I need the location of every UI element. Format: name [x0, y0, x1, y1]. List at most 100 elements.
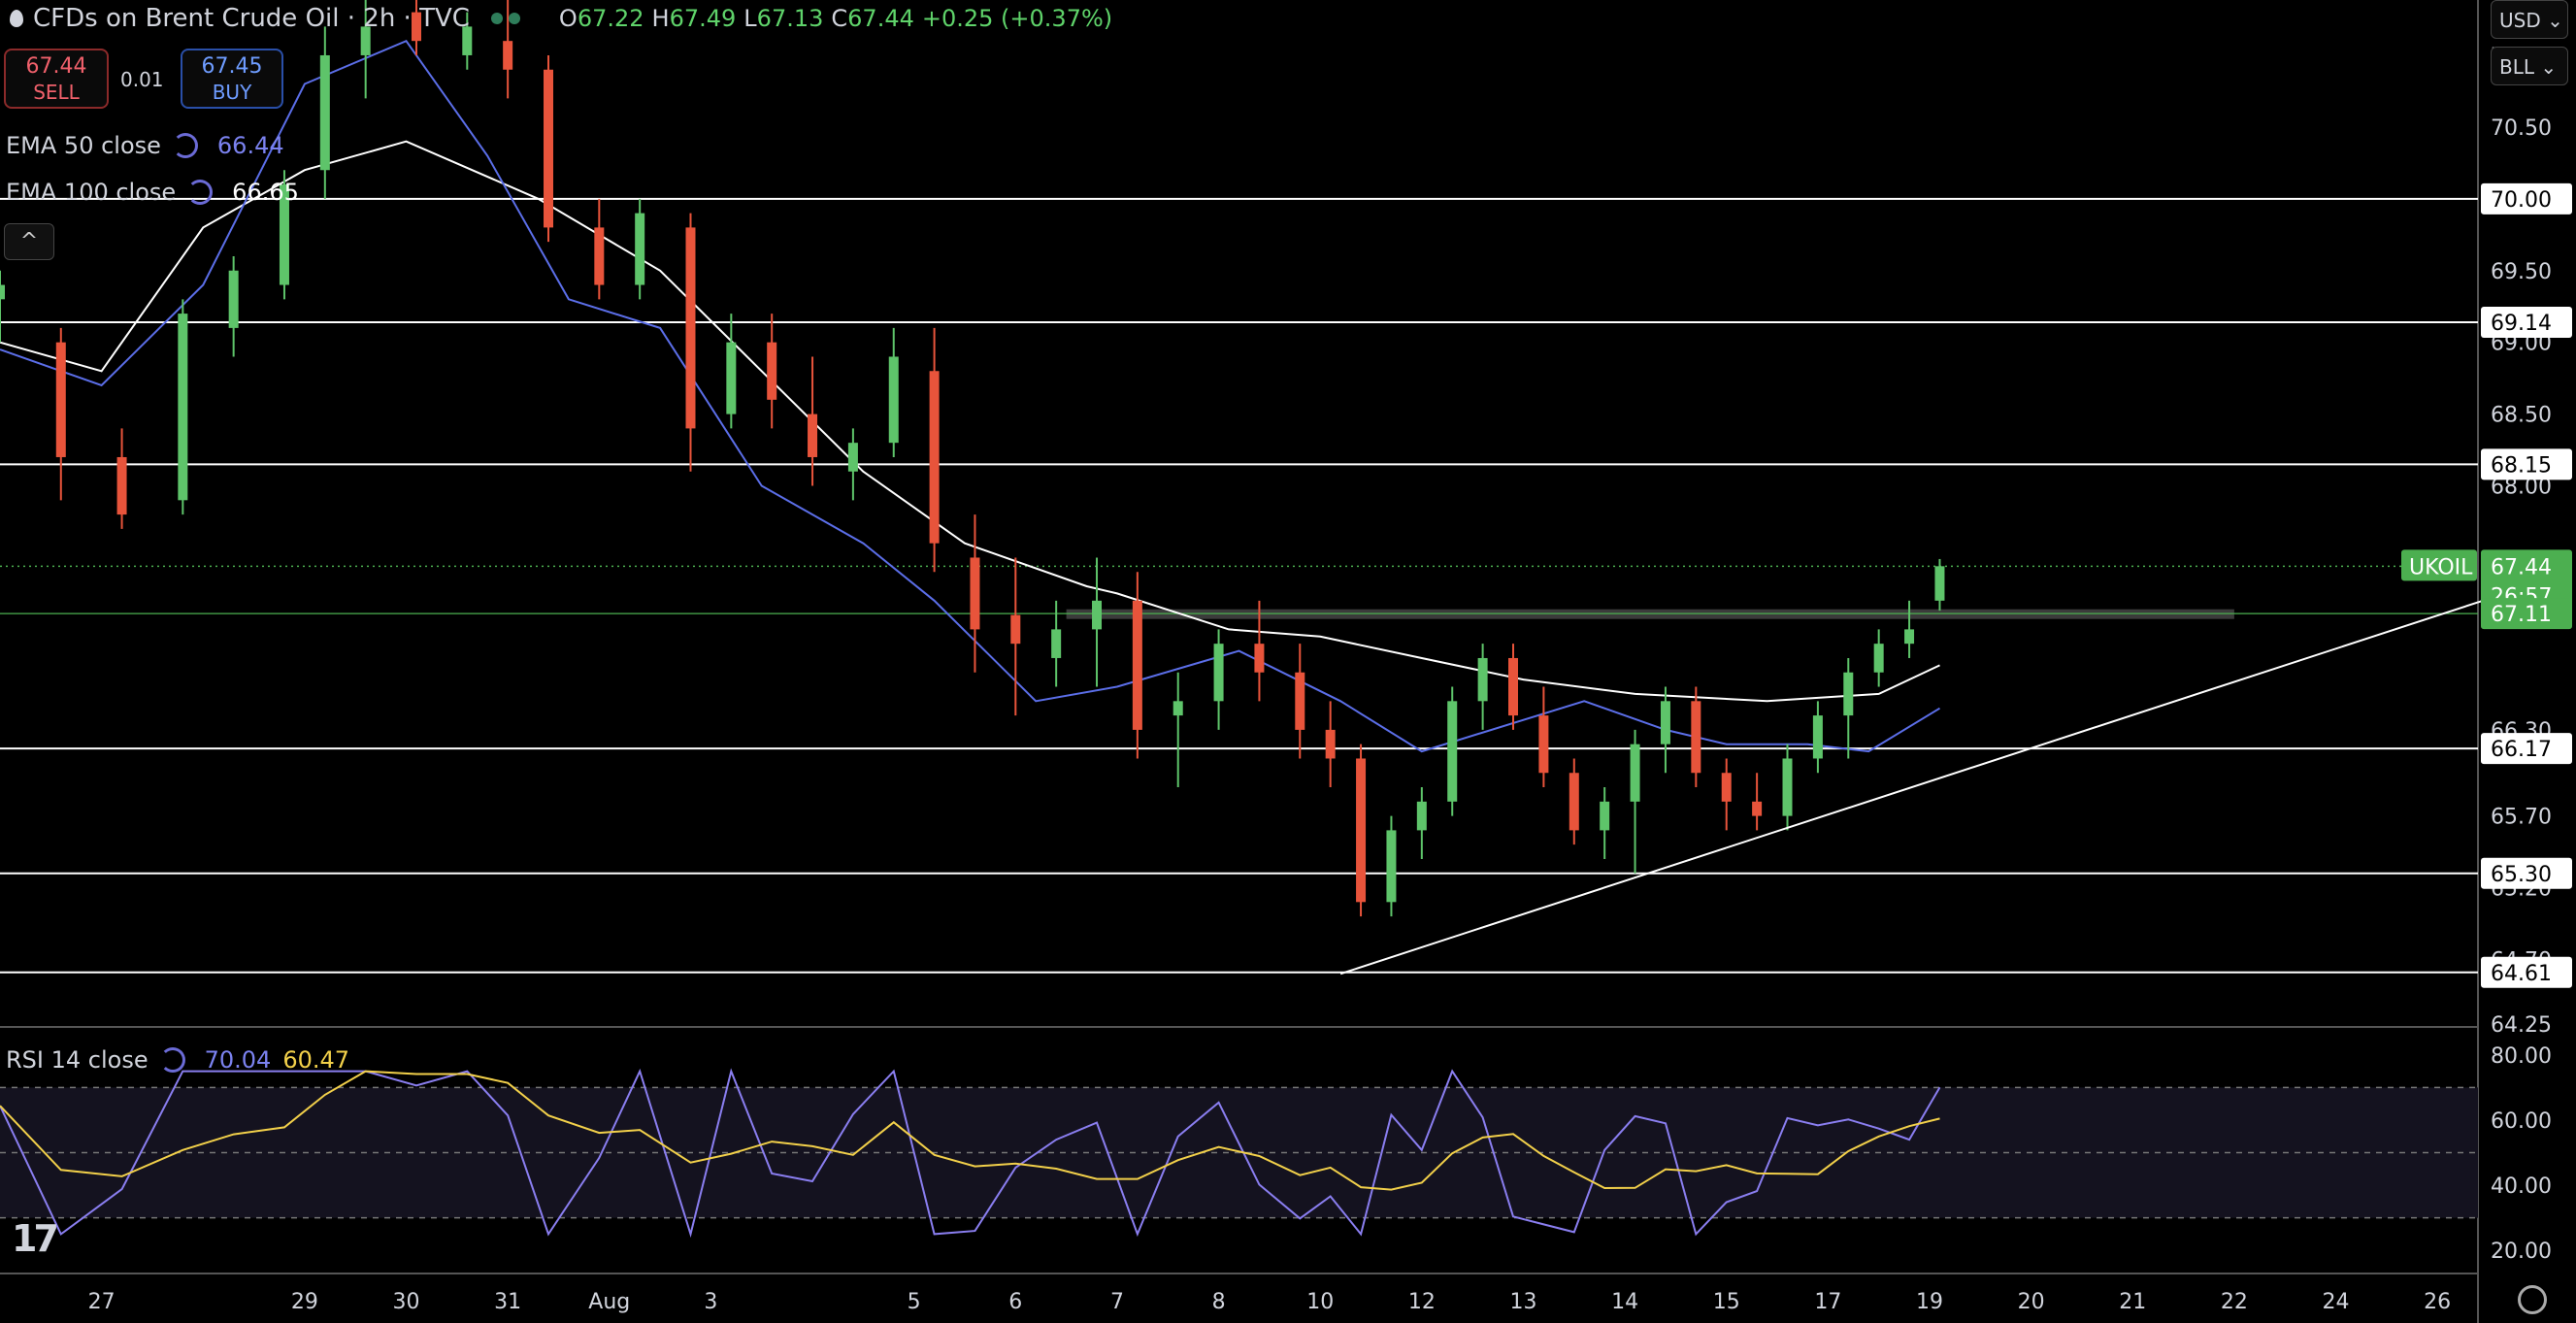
candle-body	[635, 213, 645, 285]
ema-lines	[0, 39, 1941, 753]
candle-body	[1752, 801, 1763, 816]
candle-body	[1051, 629, 1062, 658]
candle-body	[1477, 657, 1488, 702]
candle-body	[929, 371, 940, 544]
refresh-icon[interactable]	[187, 180, 214, 205]
candle-body	[808, 413, 818, 457]
rsi-label: RSI 14 close	[6, 1046, 149, 1074]
candle-body	[1325, 729, 1336, 759]
trendline-layer	[1339, 599, 2486, 976]
candle-body	[55, 342, 66, 457]
rsi-legend[interactable]: RSI 14 close 70.04 60.47	[6, 1046, 349, 1074]
refresh-icon[interactable]	[172, 133, 198, 158]
change-value: +0.25 (+0.37%)	[921, 5, 1113, 32]
level-label: 64.61	[2491, 962, 2552, 986]
candle-body	[1873, 644, 1884, 673]
candle-body	[1172, 701, 1183, 716]
collapse-legend-button[interactable]: ^	[4, 223, 54, 260]
rsi-ma-line	[0, 1070, 1940, 1191]
date-tick-label: Aug	[588, 1290, 630, 1314]
candle-body	[1538, 715, 1549, 774]
ema100-legend[interactable]: EMA 100 close 66.65	[6, 179, 299, 206]
candle-body	[544, 69, 554, 228]
rsi-tick-label: 80.00	[2491, 1044, 2552, 1069]
candle-body	[685, 227, 696, 429]
candle-body	[411, 12, 421, 42]
ema50-line	[0, 39, 1941, 753]
marked-price-box	[2481, 598, 2572, 630]
date-axis: 27 29 30 31 Aug 3 5 6 7 8 10 12 13 14 15 17 19 20 21 22 24 26	[88, 1290, 2452, 1314]
ema50-label: EMA 50 close	[6, 132, 161, 159]
date-tick-label: 7	[1110, 1290, 1124, 1314]
last-price-box	[2481, 549, 2572, 612]
candle-body	[503, 41, 513, 70]
candle-body	[1447, 701, 1458, 802]
candle-body	[1356, 758, 1367, 903]
sell-button[interactable]: 67.44 SELL	[4, 49, 109, 109]
tradingview-logo: 17	[12, 1217, 59, 1260]
candle-body	[767, 342, 777, 400]
date-tick-label: 27	[88, 1290, 116, 1314]
trendline	[1339, 599, 2486, 976]
level-label-box	[2481, 857, 2572, 889]
level-label: 69.14	[2491, 312, 2552, 336]
rsi-tick-label: 20.00	[2491, 1240, 2552, 1264]
date-tick-label: 19	[1916, 1290, 1943, 1314]
date-tick-label: 3	[704, 1290, 717, 1314]
rsi-tick-label: 60.00	[2491, 1109, 2552, 1134]
sell-label: SELL	[33, 81, 80, 104]
market-status-dots	[490, 13, 520, 24]
refresh-icon[interactable]	[159, 1047, 185, 1073]
ohlc-readout: O67.22 H67.49 L67.13 C67.44 +0.25 (+0.37…	[558, 5, 1113, 32]
date-tick-label: 31	[494, 1290, 521, 1314]
rsi-ma-value: 60.47	[282, 1046, 350, 1074]
last-price-label: 67.44	[2491, 555, 2552, 579]
date-tick-label: 15	[1713, 1290, 1740, 1314]
rsi-line	[0, 1068, 1941, 1239]
price-tick-label: 70.50	[2491, 116, 2552, 141]
date-tick-label: 24	[2323, 1290, 2350, 1314]
date-tick-label: 26	[2424, 1290, 2451, 1314]
candle-body	[462, 26, 473, 55]
buy-price: 67.45	[201, 54, 263, 79]
candle-body	[116, 456, 127, 515]
ema100-label: EMA 100 close	[6, 179, 177, 206]
date-tick-label: 17	[1814, 1290, 1841, 1314]
candle-body	[1508, 657, 1519, 716]
date-tick-label: 29	[291, 1290, 318, 1314]
symbol-title[interactable]: CFDs on Brent Crude Oil · 2h · TVC	[33, 4, 470, 33]
date-tick-label: 22	[2221, 1290, 2248, 1314]
date-tick-label: 6	[1008, 1290, 1022, 1314]
candle-body	[1386, 830, 1397, 903]
date-tick-label: 12	[1408, 1290, 1436, 1314]
currency-select[interactable]: USD ⌄	[2491, 0, 2568, 39]
candle-body	[594, 227, 605, 285]
price-tick-label: 64.25	[2491, 1013, 2552, 1038]
candle-body	[1782, 758, 1793, 816]
level-label: 65.30	[2491, 863, 2552, 887]
candle-body	[1254, 644, 1265, 673]
candle-body	[1812, 715, 1823, 759]
candle-body	[1295, 672, 1305, 730]
level-label-box	[2481, 956, 2572, 988]
candle-body	[726, 342, 737, 414]
candle-body	[1691, 701, 1701, 774]
buy-label: BUY	[212, 81, 252, 104]
unit-select[interactable]: BLL ⌄	[2491, 47, 2568, 85]
chart-header: CFDs on Brent Crude Oil · 2h · TVC O67.2…	[0, 0, 1112, 37]
oil-drop-icon	[10, 10, 23, 27]
candle-body	[178, 314, 188, 501]
price-tick-label: 69.50	[2491, 260, 2552, 284]
candle-body	[1416, 801, 1427, 831]
level-label: 68.15	[2491, 453, 2552, 478]
buy-button[interactable]: 67.45 BUY	[181, 49, 283, 109]
level-label-box	[2481, 182, 2572, 215]
price-tick-label: 65.70	[2491, 806, 2552, 830]
marked-price-label: 67.11	[2491, 603, 2552, 627]
ema100-value: 66.65	[232, 179, 299, 206]
date-tick-label: 21	[2119, 1290, 2146, 1314]
settings-gear-icon[interactable]	[2518, 1285, 2547, 1314]
level-label-box	[2481, 448, 2572, 480]
ema50-legend[interactable]: EMA 50 close 66.44	[6, 132, 284, 159]
